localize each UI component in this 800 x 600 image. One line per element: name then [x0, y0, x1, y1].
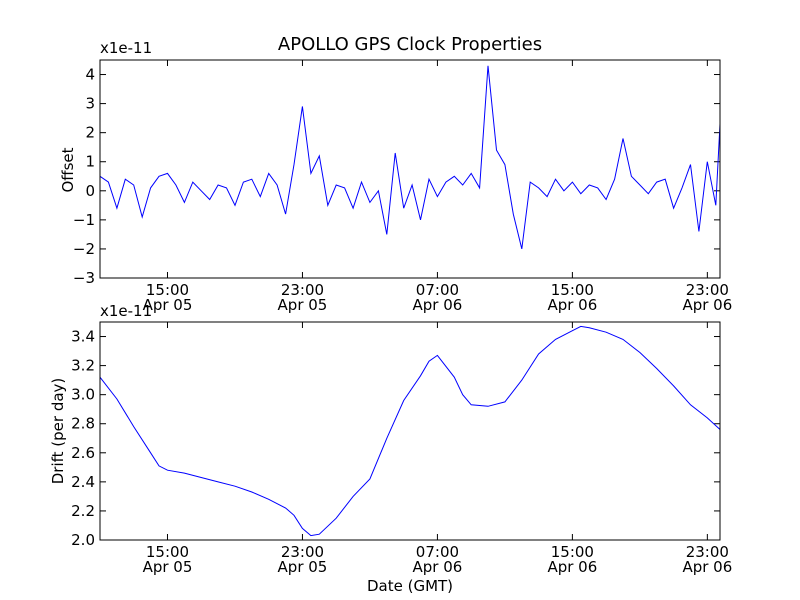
drift-ytick-label: 3.4 [71, 328, 95, 346]
offset-ytick-label: −3 [73, 269, 95, 287]
chart-title: APOLLO GPS Clock Properties [278, 34, 542, 55]
drift-ytick-label: 2.0 [71, 531, 95, 549]
drift-panel: x1e-11 Drift (per day) 2.0 2.2 2.4 2.6 2.8 3.… [49, 302, 732, 595]
drift-xtick-date-label: Apr 06 [547, 558, 597, 576]
offset-xtick-time-label: 15:00 [146, 281, 189, 299]
offset-ytick-label: −1 [73, 211, 95, 229]
drift-xtick-time-label: 23:00 [686, 543, 729, 561]
drift-x-axis-label: Date (GMT) [367, 577, 453, 595]
drift-series-line [99, 325, 721, 537]
drift-plot-frame [99, 321, 721, 541]
drift-ytick-label: 2.2 [71, 502, 95, 520]
offset-xtick-date-label: Apr 06 [682, 296, 732, 314]
drift-scale-label: x1e-11 [100, 302, 152, 320]
offset-ytick-label: −2 [73, 240, 95, 258]
offset-y-axis-label: Offset [59, 147, 77, 192]
offset-xtick-date-label: Apr 05 [143, 296, 193, 314]
drift-xtick-time-label: 15:00 [146, 543, 189, 561]
drift-xtick-time-label: 07:00 [416, 543, 459, 561]
offset-xtick-time-label: 15:00 [551, 281, 594, 299]
offset-ytick-label: 0 [85, 182, 95, 200]
offset-xtick-date-label: Apr 06 [413, 296, 463, 314]
offset-ytick-label: 4 [85, 66, 95, 84]
drift-xtick-time-label: 15:00 [551, 543, 594, 561]
offset-ytick-label: 3 [85, 95, 95, 113]
offset-xtick-date-label: Apr 06 [547, 296, 597, 314]
offset-scale-label: x1e-11 [100, 39, 152, 57]
drift-xtick-time-label: 23:00 [281, 543, 324, 561]
drift-ytick-label: 3.0 [71, 386, 95, 404]
offset-ytick-label: 2 [85, 124, 95, 142]
offset-xtick-time-label: 07:00 [416, 281, 459, 299]
offset-xtick-time-label: 23:00 [686, 281, 729, 299]
offset-ytick-label: 1 [85, 153, 95, 171]
offset-series-line [99, 65, 721, 250]
drift-ytick-label: 3.2 [71, 357, 95, 375]
drift-y-axis-label: Drift (per day) [49, 378, 67, 485]
drift-xtick-date-label: Apr 06 [413, 558, 463, 576]
offset-plot-frame [99, 59, 721, 279]
drift-ytick-label: 2.8 [71, 415, 95, 433]
offset-xtick-time-label: 23:00 [281, 281, 324, 299]
offset-xtick-date-label: Apr 05 [278, 296, 328, 314]
drift-xtick-date-label: Apr 06 [682, 558, 732, 576]
drift-ytick-label: 2.6 [71, 444, 95, 462]
drift-xtick-date-label: Apr 05 [143, 558, 193, 576]
drift-ytick-label: 2.4 [71, 473, 95, 491]
drift-xtick-date-label: Apr 05 [278, 558, 328, 576]
